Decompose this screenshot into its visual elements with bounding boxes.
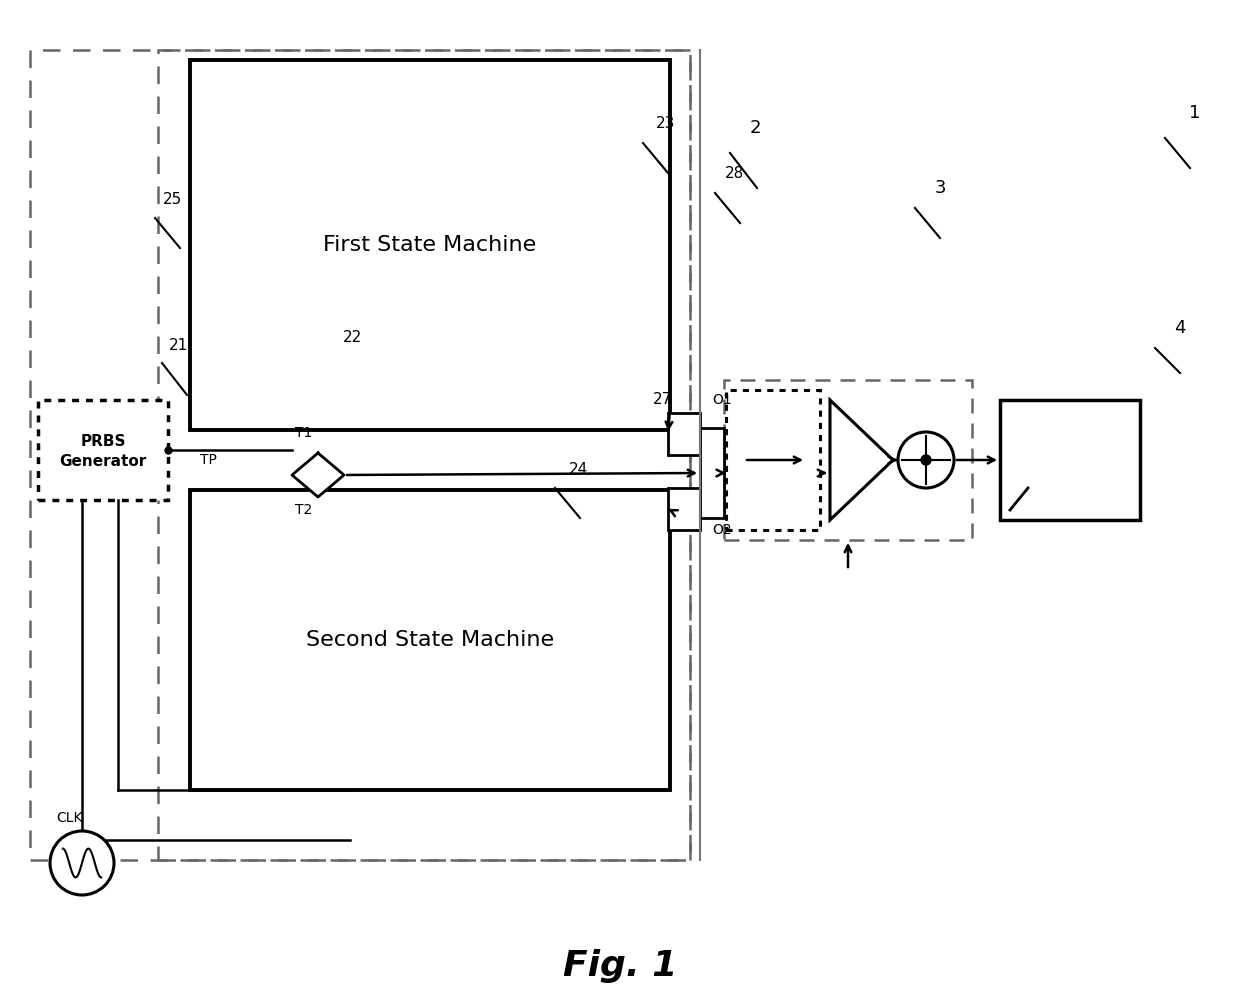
Bar <box>38 400 167 500</box>
Text: O2: O2 <box>712 523 732 537</box>
Text: TP: TP <box>200 453 217 467</box>
Bar <box>668 413 701 455</box>
Polygon shape <box>830 400 893 520</box>
Text: Generator: Generator <box>60 455 146 470</box>
Text: Fig. 1: Fig. 1 <box>563 949 677 983</box>
Bar <box>725 390 820 530</box>
Text: 22: 22 <box>343 331 362 346</box>
Bar <box>999 400 1140 520</box>
Text: 1: 1 <box>1189 104 1200 122</box>
Text: 28: 28 <box>725 165 745 180</box>
Bar <box>30 50 689 860</box>
Text: T2: T2 <box>295 503 312 517</box>
Text: 21: 21 <box>169 338 187 353</box>
Circle shape <box>921 455 931 465</box>
Text: Second State Machine: Second State Machine <box>306 630 554 650</box>
Circle shape <box>898 432 954 488</box>
Text: O1: O1 <box>712 393 732 407</box>
Circle shape <box>50 831 114 895</box>
Text: First State Machine: First State Machine <box>324 235 537 255</box>
Text: T1: T1 <box>295 426 312 440</box>
Bar <box>190 490 670 790</box>
Bar <box>157 50 689 860</box>
Text: CLK: CLK <box>56 811 83 825</box>
Bar <box>668 488 701 530</box>
Bar <box>190 60 670 430</box>
Text: PRBS: PRBS <box>81 434 125 450</box>
Polygon shape <box>291 453 343 497</box>
Text: 4: 4 <box>1174 319 1185 337</box>
Bar <box>701 428 724 518</box>
Text: 2: 2 <box>749 119 761 137</box>
Text: 27: 27 <box>652 392 672 407</box>
Text: 23: 23 <box>656 116 676 130</box>
Text: 25: 25 <box>162 193 181 208</box>
Text: 24: 24 <box>568 463 588 478</box>
Text: 3: 3 <box>934 179 946 197</box>
Bar <box>724 380 972 540</box>
